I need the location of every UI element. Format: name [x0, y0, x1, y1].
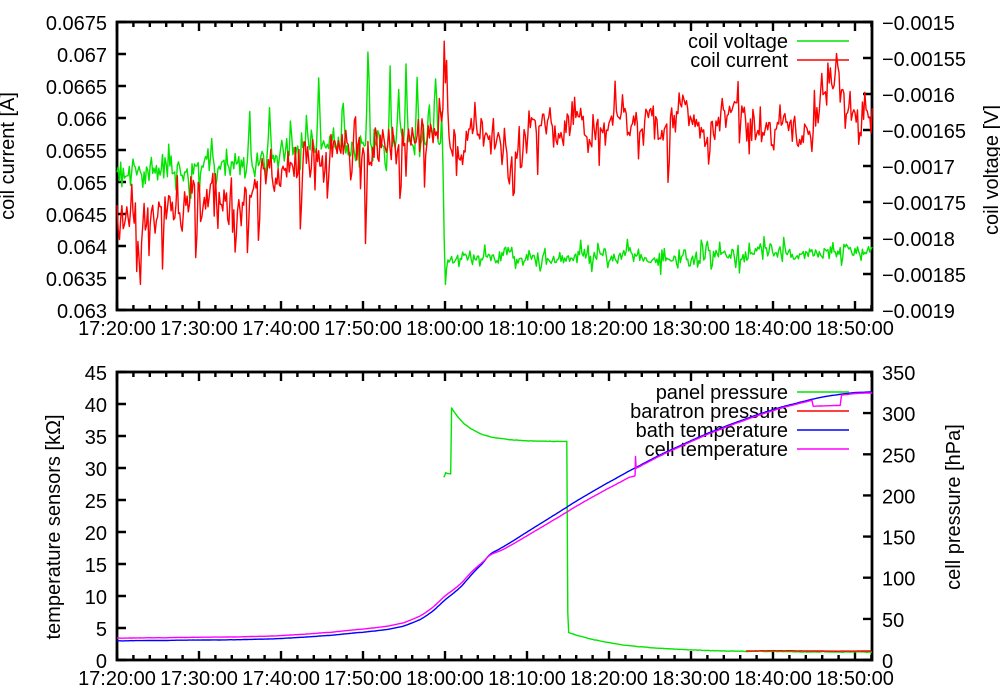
svg-text:200: 200 — [882, 486, 915, 508]
svg-text:−0.00185: −0.00185 — [882, 265, 966, 287]
svg-text:0.064: 0.064 — [57, 237, 107, 259]
svg-text:−0.0015: −0.0015 — [882, 13, 955, 35]
svg-text:18:50:00: 18:50:00 — [816, 318, 894, 340]
svg-text:15: 15 — [85, 555, 107, 577]
svg-text:temperature sensors [kΩ]: temperature sensors [kΩ] — [43, 414, 65, 639]
svg-text:30: 30 — [85, 459, 107, 481]
svg-text:18:10:00: 18:10:00 — [488, 668, 566, 690]
svg-text:50: 50 — [882, 610, 904, 632]
svg-text:0.0665: 0.0665 — [46, 77, 107, 99]
svg-text:350: 350 — [882, 363, 915, 385]
svg-text:20: 20 — [85, 523, 107, 545]
svg-text:17:30:00: 17:30:00 — [160, 318, 238, 340]
svg-text:0: 0 — [882, 651, 893, 673]
svg-text:18:40:00: 18:40:00 — [734, 318, 812, 340]
svg-text:−0.0017: −0.0017 — [882, 157, 955, 179]
svg-text:18:30:00: 18:30:00 — [652, 318, 730, 340]
svg-text:0.0675: 0.0675 — [46, 13, 107, 35]
svg-text:18:50:00: 18:50:00 — [816, 668, 894, 690]
svg-text:0.063: 0.063 — [57, 301, 107, 323]
svg-text:18:20:00: 18:20:00 — [570, 318, 648, 340]
svg-text:40: 40 — [85, 395, 107, 417]
svg-text:0: 0 — [96, 651, 107, 673]
svg-text:18:30:00: 18:30:00 — [652, 668, 730, 690]
svg-text:coil voltage: coil voltage — [688, 31, 788, 53]
svg-text:17:50:00: 17:50:00 — [324, 668, 402, 690]
svg-text:0.0645: 0.0645 — [46, 205, 107, 227]
svg-text:17:50:00: 17:50:00 — [324, 318, 402, 340]
svg-text:0.066: 0.066 — [57, 109, 107, 131]
svg-text:−0.00175: −0.00175 — [882, 193, 966, 215]
svg-text:300: 300 — [882, 404, 915, 426]
svg-text:−0.00155: −0.00155 — [882, 49, 966, 71]
svg-text:35: 35 — [85, 427, 107, 449]
svg-text:18:20:00: 18:20:00 — [570, 668, 648, 690]
svg-text:5: 5 — [96, 619, 107, 641]
svg-text:25: 25 — [85, 491, 107, 513]
svg-text:coil current: coil current — [690, 50, 788, 72]
svg-text:18:40:00: 18:40:00 — [734, 668, 812, 690]
svg-text:panel pressure: panel pressure — [656, 382, 788, 404]
svg-text:18:10:00: 18:10:00 — [488, 318, 566, 340]
svg-text:18:00:00: 18:00:00 — [406, 318, 484, 340]
svg-text:0.067: 0.067 — [57, 45, 107, 67]
svg-text:−0.0016: −0.0016 — [882, 85, 955, 107]
svg-text:0.065: 0.065 — [57, 173, 107, 195]
svg-text:17:40:00: 17:40:00 — [242, 318, 320, 340]
svg-text:17:20:00: 17:20:00 — [78, 318, 156, 340]
svg-text:10: 10 — [85, 587, 107, 609]
svg-text:18:00:00: 18:00:00 — [406, 668, 484, 690]
svg-text:coil current [A]: coil current [A] — [0, 92, 19, 220]
svg-text:cell pressure [hPa]: cell pressure [hPa] — [943, 424, 965, 590]
svg-text:cell temperature: cell temperature — [645, 439, 788, 461]
svg-text:17:30:00: 17:30:00 — [160, 668, 238, 690]
svg-text:−0.0018: −0.0018 — [882, 229, 955, 251]
svg-text:−0.0019: −0.0019 — [882, 301, 955, 323]
svg-text:17:40:00: 17:40:00 — [242, 668, 320, 690]
svg-text:100: 100 — [882, 569, 915, 591]
svg-text:250: 250 — [882, 445, 915, 467]
svg-text:0.0655: 0.0655 — [46, 141, 107, 163]
svg-text:45: 45 — [85, 363, 107, 385]
svg-text:0.0635: 0.0635 — [46, 269, 107, 291]
svg-text:17:20:00: 17:20:00 — [78, 668, 156, 690]
svg-text:−0.00165: −0.00165 — [882, 121, 966, 143]
svg-text:150: 150 — [882, 528, 915, 550]
svg-text:coil voltage [V]: coil voltage [V] — [981, 105, 1000, 235]
